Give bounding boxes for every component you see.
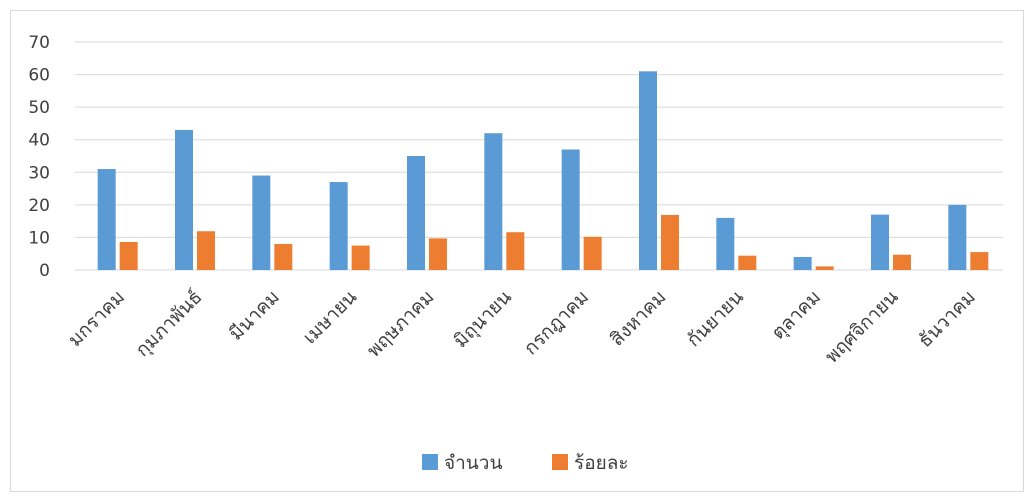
x-tick-label: มิถุนายน bbox=[450, 286, 517, 353]
bar-count bbox=[175, 129, 193, 270]
bar-percent bbox=[738, 255, 757, 270]
y-tick-label: 0 bbox=[39, 261, 50, 281]
bar-percent bbox=[583, 236, 602, 270]
y-tick-label: 60 bbox=[28, 66, 50, 86]
gridlines bbox=[75, 41, 1003, 271]
x-tick-label: กรกฎาคม bbox=[520, 286, 593, 359]
x-axis-labels: มกราคม กุมภาพันธ์ มีนาคม เมษายน พฤษภาคม มิถุน… bbox=[64, 286, 980, 368]
legend-swatch-count bbox=[422, 454, 438, 470]
bar-count bbox=[97, 169, 116, 270]
bar-count bbox=[329, 182, 348, 270]
bar-percent bbox=[661, 214, 679, 270]
bar-percent bbox=[970, 252, 989, 270]
x-tick-label: มีนาคม bbox=[225, 286, 284, 345]
bar-percent bbox=[119, 241, 138, 270]
x-tick-label: สิงหาคม bbox=[606, 286, 671, 351]
x-tick-label: พฤษภาคม bbox=[363, 286, 439, 362]
bar-count bbox=[716, 217, 735, 270]
bar-count bbox=[561, 149, 580, 270]
y-tick-label: 20 bbox=[28, 196, 50, 216]
y-tick-label: 30 bbox=[28, 163, 50, 183]
legend-swatch-percent bbox=[552, 454, 568, 470]
bar-percent bbox=[815, 266, 834, 270]
bar-count bbox=[252, 175, 271, 270]
x-tick-label: ธันวาคม bbox=[914, 286, 980, 352]
x-tick-label: พฤศจิกายน bbox=[821, 286, 903, 368]
bar-percent bbox=[351, 245, 370, 270]
x-tick-label: เมษายน bbox=[299, 286, 361, 348]
y-tick-label: 50 bbox=[28, 98, 50, 118]
legend-label-percent: ร้อยละ bbox=[574, 452, 629, 474]
bar-percent bbox=[893, 254, 911, 270]
x-tick-label: กุมภาพันธ์ bbox=[131, 286, 207, 362]
legend: จำนวน ร้อยละ bbox=[422, 452, 629, 474]
y-tick-label: 40 bbox=[28, 131, 50, 151]
bar-count bbox=[793, 256, 812, 270]
x-tick-label: มกราคม bbox=[64, 286, 129, 351]
y-tick-label: 70 bbox=[28, 33, 50, 53]
x-tick-label: ตุลาคม bbox=[767, 286, 826, 345]
bar-percent bbox=[506, 232, 525, 270]
bars bbox=[97, 71, 989, 270]
bar-percent bbox=[274, 243, 293, 270]
legend-label-count: จำนวน bbox=[444, 452, 502, 474]
bar-percent bbox=[429, 238, 447, 270]
bar-count bbox=[871, 214, 889, 270]
bar-percent bbox=[197, 231, 215, 270]
bar-count bbox=[948, 204, 967, 270]
bar-count bbox=[639, 71, 657, 270]
x-tick-label: กันยายน bbox=[683, 286, 748, 351]
y-axis-ticks: 0 10 20 30 40 50 60 70 bbox=[28, 33, 50, 281]
bar-count bbox=[484, 133, 503, 270]
y-tick-label: 10 bbox=[28, 228, 50, 248]
bar-count bbox=[407, 156, 425, 270]
